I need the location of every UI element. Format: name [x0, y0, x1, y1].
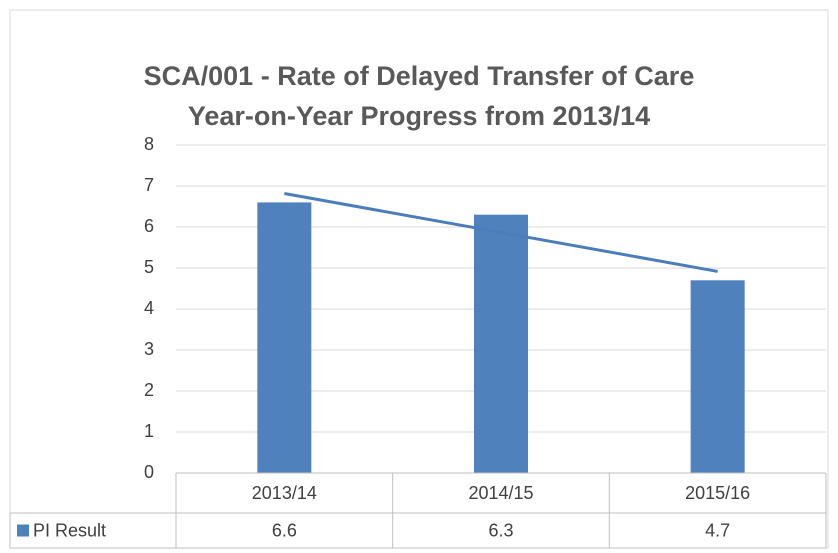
data-table-value: 6.6 — [272, 520, 297, 540]
y-tick-label: 8 — [144, 134, 154, 154]
bar — [690, 280, 745, 473]
data-table-value: 6.3 — [488, 520, 513, 540]
legend-label: PI Result — [33, 520, 106, 540]
y-tick-label: 0 — [144, 462, 154, 482]
x-tick-label: 2014/15 — [468, 483, 533, 503]
y-tick-label: 2 — [144, 380, 154, 400]
chart-title: Year-on-Year Progress from 2013/14 — [188, 101, 650, 131]
legend-swatch — [17, 524, 29, 537]
y-tick-label: 4 — [144, 298, 154, 318]
y-tick-label: 3 — [144, 339, 154, 359]
y-tick-label: 6 — [144, 216, 154, 236]
y-tick-label: 5 — [144, 257, 154, 277]
chart-title: SCA/001 - Rate of Delayed Transfer of Ca… — [144, 61, 695, 91]
trendline — [284, 192, 718, 273]
bar — [257, 202, 312, 473]
x-tick-label: 2015/16 — [685, 483, 750, 503]
y-tick-label: 7 — [144, 175, 154, 195]
bar — [474, 214, 528, 473]
data-table-value: 4.7 — [705, 520, 730, 540]
y-tick-label: 1 — [144, 421, 154, 441]
x-tick-label: 2013/14 — [252, 483, 317, 503]
